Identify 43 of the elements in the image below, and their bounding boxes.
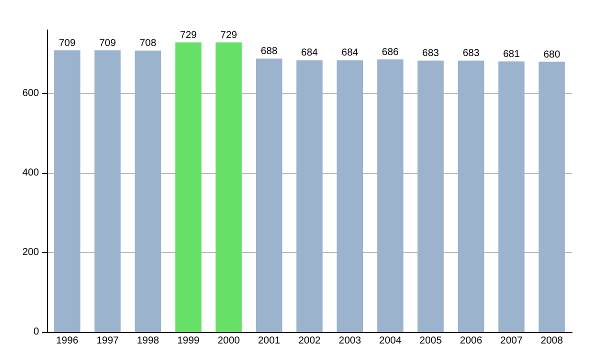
x-tick-label: 2003 (338, 336, 362, 346)
bar (256, 58, 282, 332)
bar (336, 60, 364, 332)
x-tick-label: 2004 (379, 336, 402, 346)
data-label: 684 (301, 48, 318, 59)
y-tick-label: 0 (33, 326, 40, 338)
data-label: 709 (58, 38, 76, 49)
data-label: 708 (140, 38, 157, 50)
y-tick-label: 600 (22, 88, 40, 100)
data-label: 684 (342, 48, 359, 59)
bar (216, 42, 242, 332)
x-tick-label: 2001 (258, 336, 281, 346)
bar (377, 59, 404, 332)
y-tick-label: 400 (22, 168, 40, 179)
x-tick-label: 1997 (96, 336, 120, 346)
bar (134, 50, 162, 332)
data-label: 709 (99, 38, 116, 49)
data-label: 683 (462, 48, 480, 60)
data-label: 680 (543, 49, 561, 60)
x-tick-label: 1996 (56, 336, 79, 346)
bar (175, 42, 202, 332)
data-label: 681 (503, 48, 520, 60)
x-tick-label: 2000 (218, 336, 240, 346)
x-tick-label: 2007 (500, 336, 523, 346)
x-tick-label: 2005 (420, 336, 442, 346)
bar (296, 60, 323, 332)
data-label: 683 (422, 48, 440, 60)
bar (458, 60, 484, 332)
data-label: 686 (382, 46, 400, 58)
data-label: 688 (260, 46, 278, 58)
bar (538, 62, 565, 332)
x-tick-label: 2008 (540, 336, 564, 346)
bar (418, 60, 444, 332)
x-tick-label: 2006 (460, 336, 483, 346)
bar (498, 61, 525, 332)
data-label: 729 (220, 30, 238, 41)
x-tick-label: 2002 (298, 336, 322, 346)
bar (94, 50, 121, 332)
data-label: 729 (180, 30, 198, 41)
x-tick-label: 1999 (177, 336, 200, 346)
y-tick-label: 200 (22, 247, 40, 258)
bar (54, 50, 80, 332)
x-tick-label: 1998 (136, 336, 160, 346)
